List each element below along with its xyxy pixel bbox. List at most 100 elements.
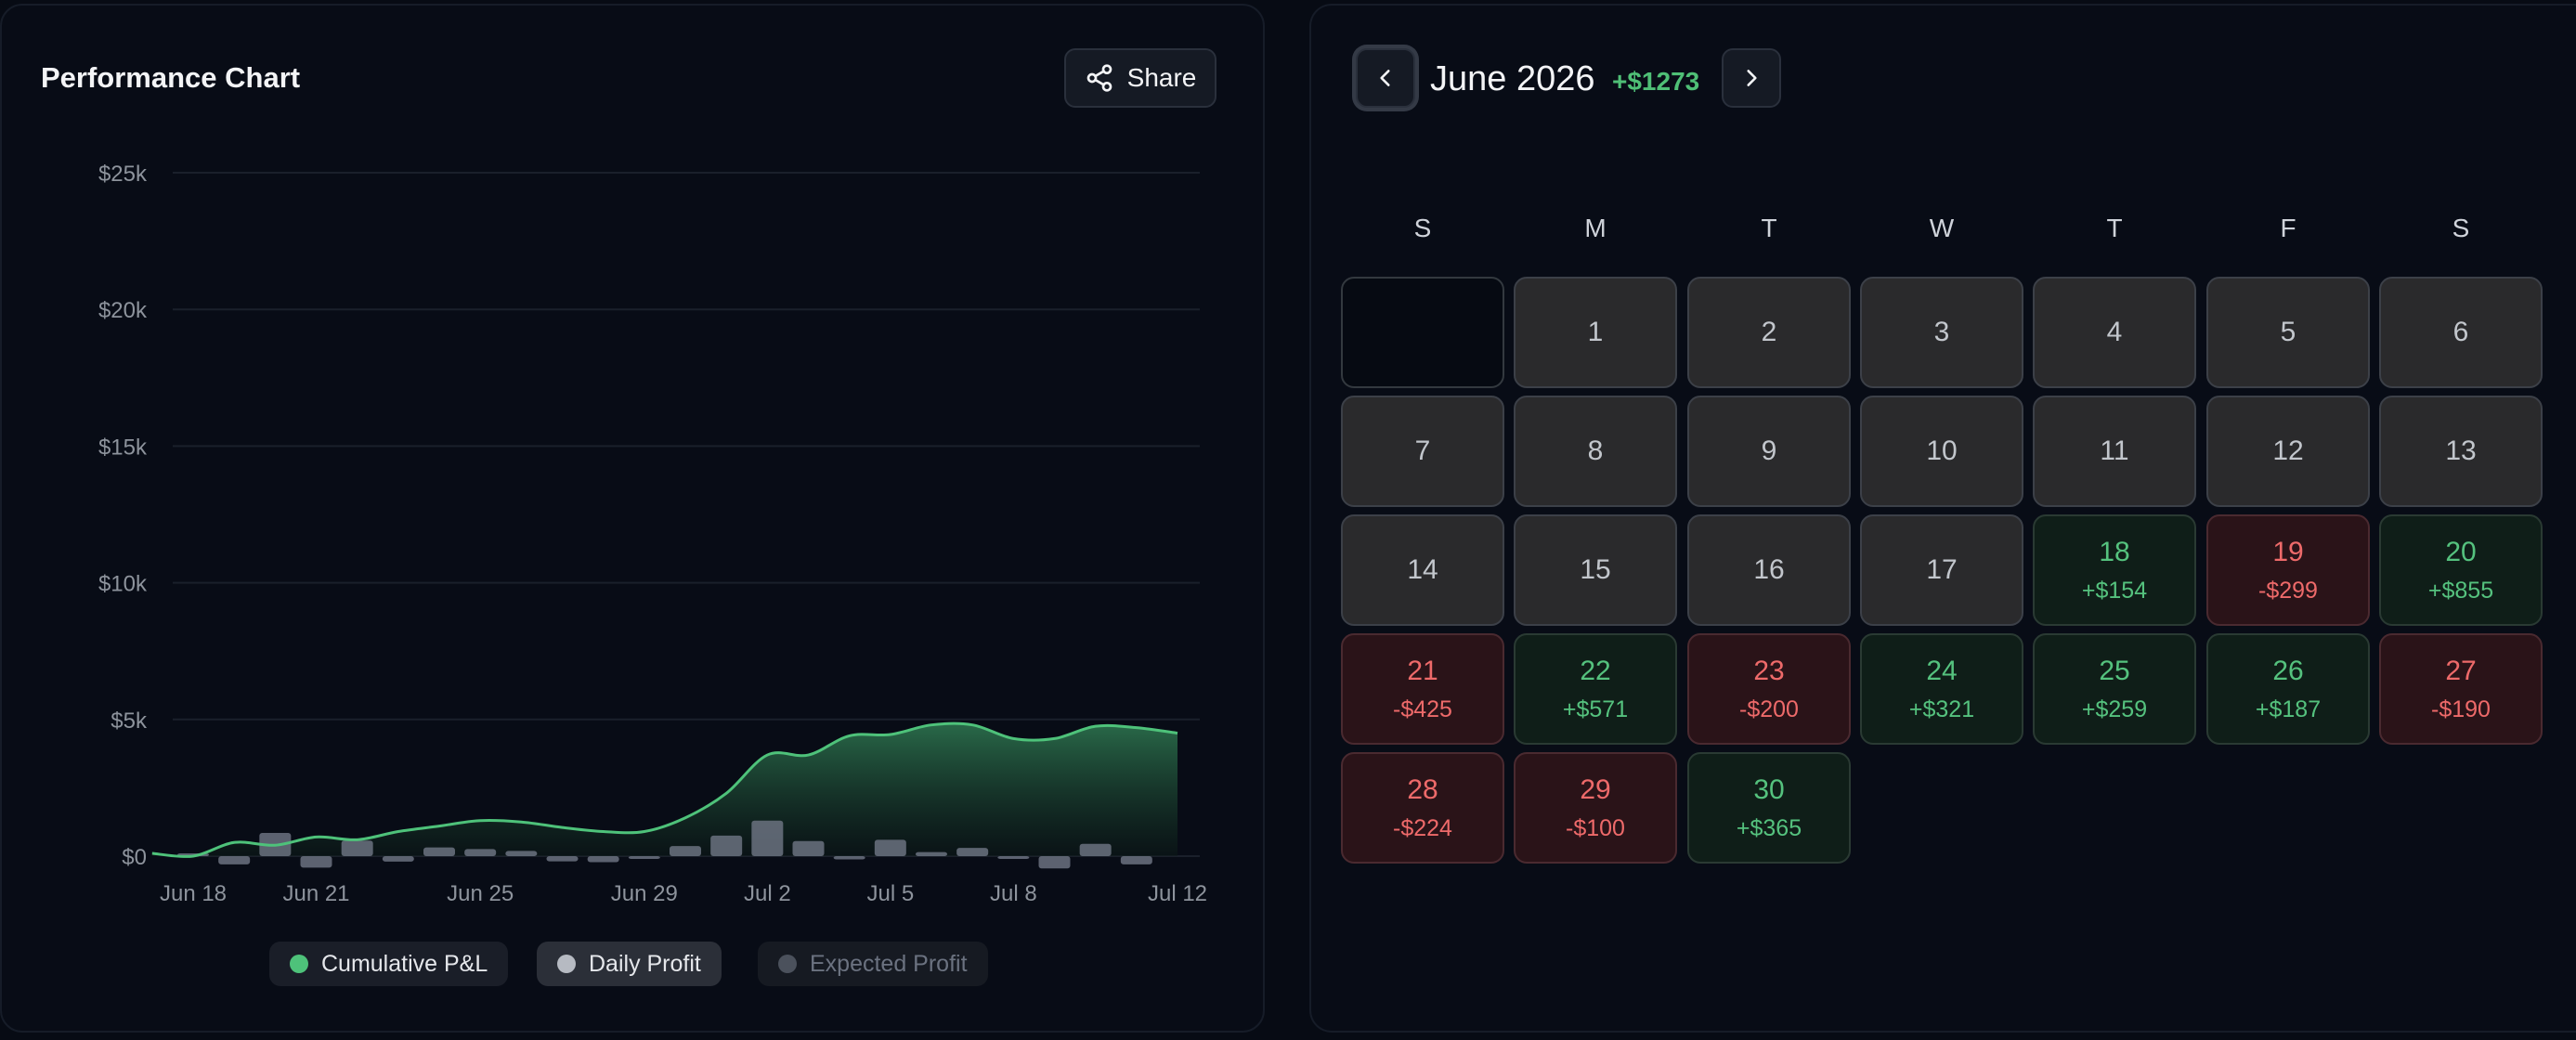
chevron-left-icon	[1380, 70, 1390, 86]
y-tick-label: $25k	[98, 162, 148, 187]
daily-profit-bar	[464, 849, 497, 856]
legend-label: Expected Profit	[810, 950, 968, 977]
day-number: 17	[1926, 554, 1958, 585]
performance-chart: $25k $20k $15k $10k $5k $0 Jun 18 Jun 21 Jun 25 J…	[98, 162, 1207, 906]
calendar-day-1[interactable]: 1	[1514, 277, 1677, 388]
weekday-header: M	[1584, 214, 1607, 242]
y-tick-label: $5k	[111, 708, 148, 734]
previous-month-button[interactable]	[1356, 48, 1415, 108]
month-total-pnl: +$1273	[1612, 67, 1700, 96]
share-icon	[1086, 64, 1112, 92]
daily-profit-bar	[341, 840, 373, 856]
daily-profit-bar	[997, 856, 1030, 859]
day-number: 6	[2452, 317, 2469, 347]
day-pnl: +$571	[1562, 696, 1629, 722]
calendar-day-5[interactable]: 5	[2206, 277, 2370, 388]
calendar-day-19[interactable]: 19 -$299	[2206, 514, 2370, 626]
day-number: 10	[1926, 436, 1958, 466]
share-button-label: Share	[1126, 63, 1197, 92]
day-number: 27	[2445, 655, 2477, 686]
calendar-day-3[interactable]: 3	[1860, 277, 2023, 388]
daily-profit-bar	[751, 820, 784, 856]
day-pnl: +$154	[2081, 577, 2148, 604]
calendar-empty-cell	[1341, 277, 1504, 388]
next-month-button[interactable]	[1722, 48, 1781, 108]
day-number: 18	[2099, 536, 2130, 567]
calendar-day-10[interactable]: 10	[1860, 396, 2023, 507]
daily-profit-bar	[423, 847, 455, 856]
weekday-header: T	[1761, 214, 1777, 242]
calendar-day-8[interactable]: 8	[1514, 396, 1677, 507]
calendar-day-28[interactable]: 28 -$224	[1341, 752, 1504, 864]
x-tick-label: Jul 8	[990, 881, 1037, 906]
daily-profit-bar	[1120, 856, 1152, 864]
day-number: 30	[1753, 774, 1785, 805]
calendar-day-21[interactable]: 21 -$425	[1341, 633, 1504, 745]
day-number: 22	[1580, 655, 1611, 686]
calendar-day-16[interactable]: 16	[1687, 514, 1851, 626]
weekday-header: S	[1413, 214, 1432, 242]
calendar-day-25[interactable]: 25 +$259	[2033, 633, 2196, 745]
calendar-day-6[interactable]: 6	[2379, 277, 2543, 388]
calendar-day-22[interactable]: 22 +$571	[1514, 633, 1677, 745]
calendar-day-14[interactable]: 14	[1341, 514, 1504, 626]
calendar-day-26[interactable]: 26 +$187	[2206, 633, 2370, 745]
legend-daily-profit[interactable]: Daily Profit	[537, 942, 722, 986]
y-tick-label: $0	[122, 845, 147, 870]
day-pnl: +$187	[2255, 696, 2322, 722]
day-number: 12	[2272, 436, 2304, 466]
calendar-day-11[interactable]: 11	[2033, 396, 2196, 507]
x-tick-label: Jun 25	[447, 881, 514, 906]
calendar-day-15[interactable]: 15	[1514, 514, 1677, 626]
calendar-day-20[interactable]: 20 +$855	[2379, 514, 2543, 626]
day-pnl: -$190	[2431, 696, 2491, 722]
calendar-day-30[interactable]: 30 +$365	[1687, 752, 1851, 864]
daily-profit-bar	[1079, 843, 1112, 856]
y-tick-label: $20k	[98, 298, 148, 323]
daily-profit-bar	[792, 840, 825, 856]
day-number: 2	[1761, 317, 1777, 347]
calendar-day-2[interactable]: 2	[1687, 277, 1851, 388]
daily-profit-bar	[546, 856, 579, 862]
calendar-day-23[interactable]: 23 -$200	[1687, 633, 1851, 745]
calendar-day-27[interactable]: 27 -$190	[2379, 633, 2543, 745]
calendar-day-18[interactable]: 18 +$154	[2033, 514, 2196, 626]
day-pnl: +$259	[2081, 696, 2148, 722]
chart-title: Performance Chart	[41, 61, 301, 94]
day-number: 26	[2272, 655, 2304, 686]
calendar-day-9[interactable]: 9	[1687, 396, 1851, 507]
day-pnl: -$299	[2258, 577, 2318, 604]
calendar-day-17[interactable]: 17	[1860, 514, 2023, 626]
x-tick-label: Jul 12	[1148, 881, 1207, 906]
calendar-day-24[interactable]: 24 +$321	[1860, 633, 2023, 745]
x-tick-label: Jun 18	[160, 881, 227, 906]
day-pnl: +$365	[1736, 814, 1802, 841]
calendar-day-29[interactable]: 29 -$100	[1514, 752, 1677, 864]
day-number: 4	[2106, 317, 2123, 347]
calendar-day-13[interactable]: 13	[2379, 396, 2543, 507]
day-number: 5	[2280, 317, 2296, 347]
legend-cumulative-pnl[interactable]: Cumulative P&L	[269, 942, 509, 986]
daily-profit-bar	[587, 856, 619, 863]
x-tick-label: Jun 29	[611, 881, 678, 906]
weekday-header: T	[2106, 214, 2123, 242]
day-number: 11	[2100, 436, 2129, 466]
cumulative-pnl-area	[151, 723, 1177, 857]
daily-profit-bar	[956, 848, 989, 856]
calendar-day-12[interactable]: 12	[2206, 396, 2370, 507]
day-number: 28	[1407, 774, 1438, 805]
legend-expected-profit[interactable]: Expected Profit	[758, 942, 988, 986]
day-number: 13	[2445, 436, 2477, 466]
daily-profit-bar	[1038, 856, 1071, 869]
day-number: 29	[1580, 774, 1611, 805]
calendar-day-7[interactable]: 7	[1341, 396, 1504, 507]
daily-profit-bar	[218, 856, 251, 864]
daily-profit-bar	[670, 846, 701, 856]
calendar-day-4[interactable]: 4	[2033, 277, 2196, 388]
day-number: 9	[1761, 436, 1777, 466]
daily-profit-bar	[833, 856, 865, 860]
day-number: 25	[2099, 655, 2130, 686]
share-button[interactable]: Share	[1064, 48, 1216, 108]
daily-profit-bar	[300, 856, 332, 868]
day-pnl: -$425	[1393, 696, 1452, 722]
